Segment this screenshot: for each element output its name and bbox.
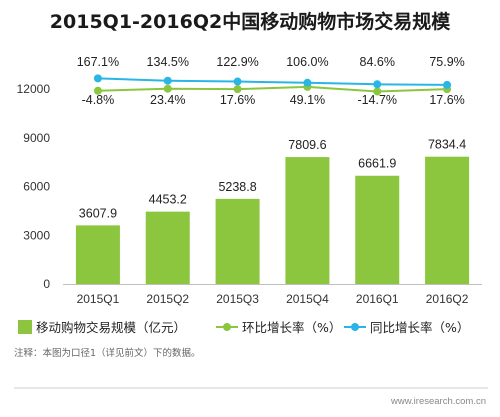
qoq-value-label: 49.1% [290,93,325,107]
legend: 移动购物交易规模（亿元） 环比增长率（%） 同比增长率（%） [18,320,469,335]
yoy-value-label: 75.9% [429,55,464,69]
legend-swatch-marker [351,323,359,331]
qoq-line [97,85,448,93]
source-text: www.iresearch.com.cn [390,396,486,407]
bar [355,175,400,284]
yoy-point [233,77,242,86]
yoy-point [373,80,382,89]
bar-value-label: 6661.9 [358,157,396,171]
legend-label: 移动购物交易规模（亿元） [36,320,186,335]
legend-label: 环比增长率（%） [242,320,341,335]
y-tick-label: 9000 [23,131,50,145]
qoq-point [233,85,242,94]
bar-value-label: 7834.4 [428,138,466,152]
bar-value-label: 7809.6 [288,138,326,152]
bar-value-label: 4453.2 [149,193,187,207]
qoq-value-label: 17.6% [429,93,464,107]
yoy-point [303,78,312,87]
x-tick-label: 2016Q1 [356,292,399,306]
bar [285,157,330,284]
legend-label: 同比增长率（%） [370,320,469,335]
yoy-value-label: 106.0% [286,55,328,69]
bar [145,211,190,284]
yoy-line [97,77,448,86]
legend-swatch-bar [18,320,32,334]
yoy-value-label: 84.6% [360,55,395,69]
yoy-value-label: 167.1% [77,55,119,69]
bar-value-label: 5238.8 [218,180,256,194]
y-tick-label: 6000 [23,180,50,194]
x-tick-label: 2015Q4 [286,292,329,306]
chart-note: 注释：本图为口径1（详见前文）下的数据。 [14,347,201,359]
legend-swatch-marker [223,323,231,331]
qoq-value-label: 17.6% [220,93,255,107]
qoq-value-label: -14.7% [357,93,397,107]
yoy-point [163,76,172,85]
x-tick-label: 2015Q3 [216,292,259,306]
chart-title: 2015Q1-2016Q2中国移动购物市场交易规模 [50,10,451,33]
x-tick-label: 2016Q2 [426,292,469,306]
yoy-point [93,74,102,83]
x-tick-label: 2015Q2 [146,292,189,306]
qoq-point [373,87,382,96]
y-tick-label: 0 [43,277,50,291]
yoy-value-label: 122.9% [216,55,258,69]
plot-area: 0 3000 6000 9000 12000 3607.9 4453.2 5238.8 7809… [17,55,482,306]
y-tick-label: 12000 [17,82,51,96]
bar [75,225,120,284]
bar [425,156,470,284]
qoq-point [93,86,102,95]
yoy-point [443,80,452,89]
bar [215,198,260,284]
yoy-value-label: 134.5% [147,55,189,69]
y-tick-label: 3000 [23,228,50,242]
x-tick-label: 2015Q1 [77,292,120,306]
qoq-value-label: 23.4% [150,93,185,107]
qoq-value-label: -4.8% [82,93,115,107]
qoq-point [163,84,172,93]
bar-value-label: 3607.9 [79,206,117,220]
